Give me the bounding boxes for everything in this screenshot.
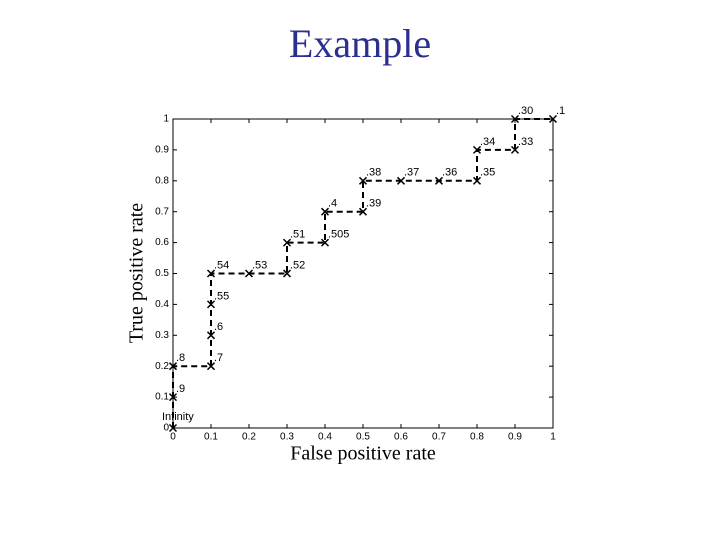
point-marker [510,145,520,154]
y-tick-label: 0.8 [155,175,169,186]
point-label: .52 [290,259,305,271]
point-label: .36 [442,167,457,179]
point-label: .33 [518,136,533,148]
x-tick-label: 0.9 [508,432,522,443]
point-label: .38 [366,167,381,179]
y-tick-label: 0.1 [155,392,169,403]
point-label: .6 [214,321,223,333]
x-tick-label: 0.6 [394,432,408,443]
chart-title: Example [289,21,431,66]
point-marker [168,362,178,371]
y-tick-label: 0.4 [155,299,169,310]
point-label: Infinity [162,411,194,423]
x-tick-label: 0.1 [204,432,218,443]
point-label: .51 [290,229,305,241]
point-label: .54 [214,259,229,271]
point-label: .505 [328,229,349,241]
point-marker [548,114,558,124]
point-marker [510,114,520,124]
point-marker [206,269,216,278]
x-tick-label: 0.5 [356,432,370,443]
point-label: .35 [480,167,495,179]
y-tick-label: 0.5 [155,268,169,279]
x-tick-label: 1 [550,432,556,443]
x-tick-label: 0.7 [432,432,446,443]
point-marker [168,423,178,433]
x-tick-label: 0 [170,432,176,443]
point-label: .53 [252,259,267,271]
y-tick-label: 0.2 [155,361,169,372]
point-label: .39 [366,198,381,210]
point-marker [320,238,330,247]
point-marker [396,176,406,185]
y-tick-label: 0.7 [155,206,169,217]
x-tick-label: 0.8 [470,432,484,443]
point-label: .55 [214,290,229,302]
y-tick-label: 0 [163,423,169,434]
y-tick-label: 0.6 [155,237,169,248]
x-tick-label: 0.2 [242,432,256,443]
point-marker [358,176,368,185]
point-marker [206,362,216,371]
point-marker [320,207,330,216]
point-marker [282,269,292,278]
point-label: .30 [518,105,533,117]
y-tick-label: 0.9 [155,145,169,156]
point-label: .9 [176,383,185,395]
point-marker [434,176,444,185]
point-label: .1 [556,105,565,117]
point-marker [282,238,292,247]
point-marker [244,269,254,278]
point-label: .8 [176,352,185,364]
point-marker [206,300,216,309]
point-marker [472,145,482,154]
y-axis-label: True positive rate [126,203,148,343]
point-label: .34 [480,136,495,148]
point-label: .37 [404,167,419,179]
x-tick-label: 0.4 [318,432,332,443]
x-axis-label: False positive rate [290,443,436,465]
y-tick-label: 0.3 [155,330,169,341]
point-marker [206,331,216,340]
x-tick-label: 0.3 [280,432,294,443]
roc-line [172,118,553,428]
point-marker [358,207,368,216]
point-label: .7 [214,352,223,364]
point-marker [168,393,178,402]
point-marker [472,176,482,185]
point-label: .4 [328,198,337,210]
y-tick-label: 1 [163,114,169,125]
